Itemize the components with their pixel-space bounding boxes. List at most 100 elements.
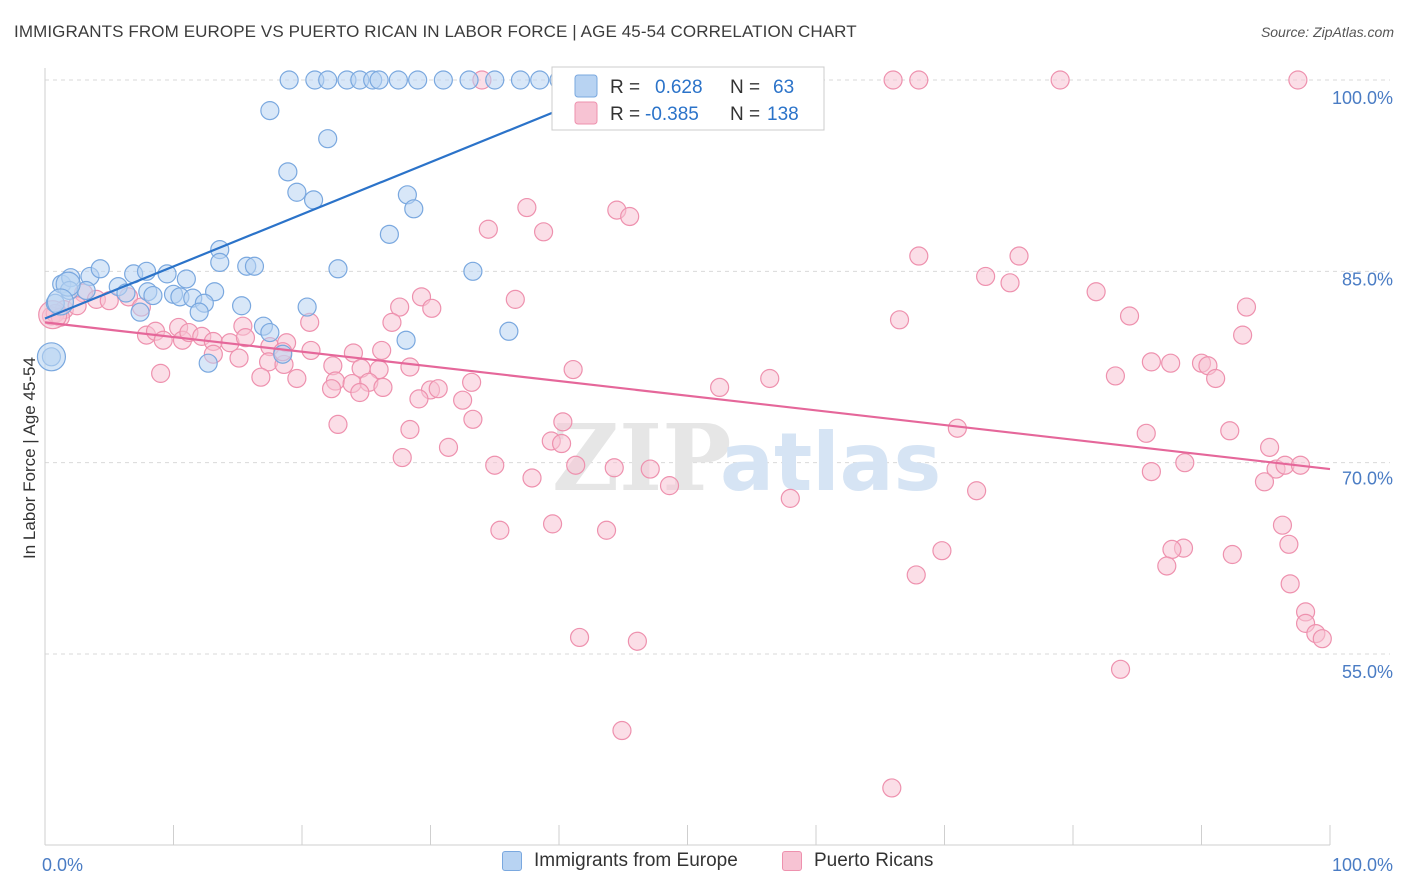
data-point xyxy=(279,70,299,90)
data-point xyxy=(478,219,498,239)
data-point xyxy=(1136,423,1156,443)
data-point xyxy=(278,162,298,182)
data-point xyxy=(485,70,505,90)
data-point xyxy=(909,246,929,266)
data-point xyxy=(143,285,163,306)
data-point xyxy=(1000,273,1020,293)
data-point xyxy=(640,459,660,479)
legend-swatch-blue xyxy=(502,851,522,871)
stats-pink-r-value: -0.385 xyxy=(645,104,699,125)
stats-pink-r-label: R = xyxy=(610,104,640,125)
data-point xyxy=(522,468,542,488)
data-point xyxy=(1236,297,1257,317)
data-point xyxy=(463,409,483,429)
data-point xyxy=(1254,472,1275,492)
data-point xyxy=(260,322,280,343)
source-label: Source: ZipAtlas.com xyxy=(1260,24,1394,40)
data-point xyxy=(563,359,583,380)
data-point xyxy=(151,363,171,383)
data-point xyxy=(612,720,632,741)
y-tick-label: 100.0% xyxy=(1332,88,1393,108)
data-point xyxy=(1279,534,1299,554)
axes xyxy=(44,68,1331,846)
data-point xyxy=(1110,659,1131,679)
data-point xyxy=(153,330,173,350)
data-point xyxy=(906,565,926,585)
stats-pink-n-value: 138 xyxy=(767,104,799,125)
data-point xyxy=(517,197,537,218)
trend-line-blue xyxy=(44,72,650,320)
data-point xyxy=(553,412,573,432)
data-point xyxy=(1288,70,1308,90)
data-point xyxy=(596,520,617,540)
data-point xyxy=(463,261,483,281)
stats-blue-n-value: 63 xyxy=(773,77,794,98)
legend-swatch-pink xyxy=(782,851,802,871)
data-point xyxy=(659,476,680,496)
data-point xyxy=(627,631,647,651)
data-point xyxy=(967,481,987,501)
data-point xyxy=(566,455,586,475)
watermark-atlas: atlas xyxy=(720,416,941,509)
data-point xyxy=(533,222,554,242)
data-point xyxy=(210,252,230,273)
data-point xyxy=(373,377,393,398)
trend-lines xyxy=(44,72,1331,471)
legend-item-immigrants-from-europe[interactable]: Immigrants from Europe xyxy=(502,850,738,872)
data-point xyxy=(542,514,563,534)
legend-item-puerto-ricans[interactable]: Puerto Ricans xyxy=(782,850,933,872)
data-point xyxy=(318,70,338,90)
data-point xyxy=(604,458,624,478)
data-point xyxy=(760,368,780,389)
data-point xyxy=(408,70,428,90)
data-point xyxy=(1206,368,1226,389)
data-point xyxy=(189,302,209,322)
data-point xyxy=(400,419,420,440)
data-point xyxy=(260,101,280,121)
data-point xyxy=(1272,515,1293,535)
data-point xyxy=(882,778,902,798)
data-point xyxy=(1260,437,1280,457)
data-point xyxy=(321,379,342,399)
stats-blue-r-value: 0.628 xyxy=(655,77,703,98)
data-point xyxy=(1222,544,1242,565)
data-point xyxy=(318,129,338,149)
data-point xyxy=(328,259,348,279)
y-tick-label: 70.0% xyxy=(1342,469,1393,489)
data-point xyxy=(36,342,67,372)
data-point xyxy=(909,70,929,90)
data-point xyxy=(453,390,473,410)
stats-blue-r-label: R = xyxy=(610,77,640,98)
data-point xyxy=(1157,556,1177,576)
data-point xyxy=(1162,539,1182,560)
data-point xyxy=(400,357,420,377)
y-tick-label: 85.0% xyxy=(1342,269,1393,289)
y-tick-labels: 100.0% 85.0% 70.0% 55.0% xyxy=(1332,88,1393,682)
data-point xyxy=(438,437,459,457)
data-point xyxy=(485,455,505,475)
data-point xyxy=(404,199,424,219)
data-point xyxy=(780,488,800,508)
stats-pink-swatch xyxy=(574,101,598,125)
x-tick-labels: 0.0% 100.0% xyxy=(42,855,1393,875)
bottom-legend: Immigrants from Europe Puerto Ricans xyxy=(0,850,1406,880)
data-point xyxy=(287,182,307,202)
data-point xyxy=(1161,353,1181,373)
data-point xyxy=(1280,574,1300,594)
data-point xyxy=(176,269,196,289)
stats-legend: R = 0.628 N = 63 R = -0.385 N = 138 xyxy=(551,66,825,131)
data-point xyxy=(251,367,271,387)
data-point xyxy=(409,389,429,409)
data-point xyxy=(1175,453,1195,473)
data-point xyxy=(710,377,730,398)
data-point xyxy=(350,382,370,403)
data-point xyxy=(569,627,590,648)
data-point xyxy=(46,288,75,316)
data-point xyxy=(369,70,389,90)
stats-pink-n-label: N = xyxy=(730,104,760,125)
data-point xyxy=(229,348,249,368)
data-point xyxy=(433,70,453,90)
data-point xyxy=(396,330,416,350)
legend-label-pink: Puerto Ricans xyxy=(814,850,934,871)
data-point xyxy=(287,368,307,389)
